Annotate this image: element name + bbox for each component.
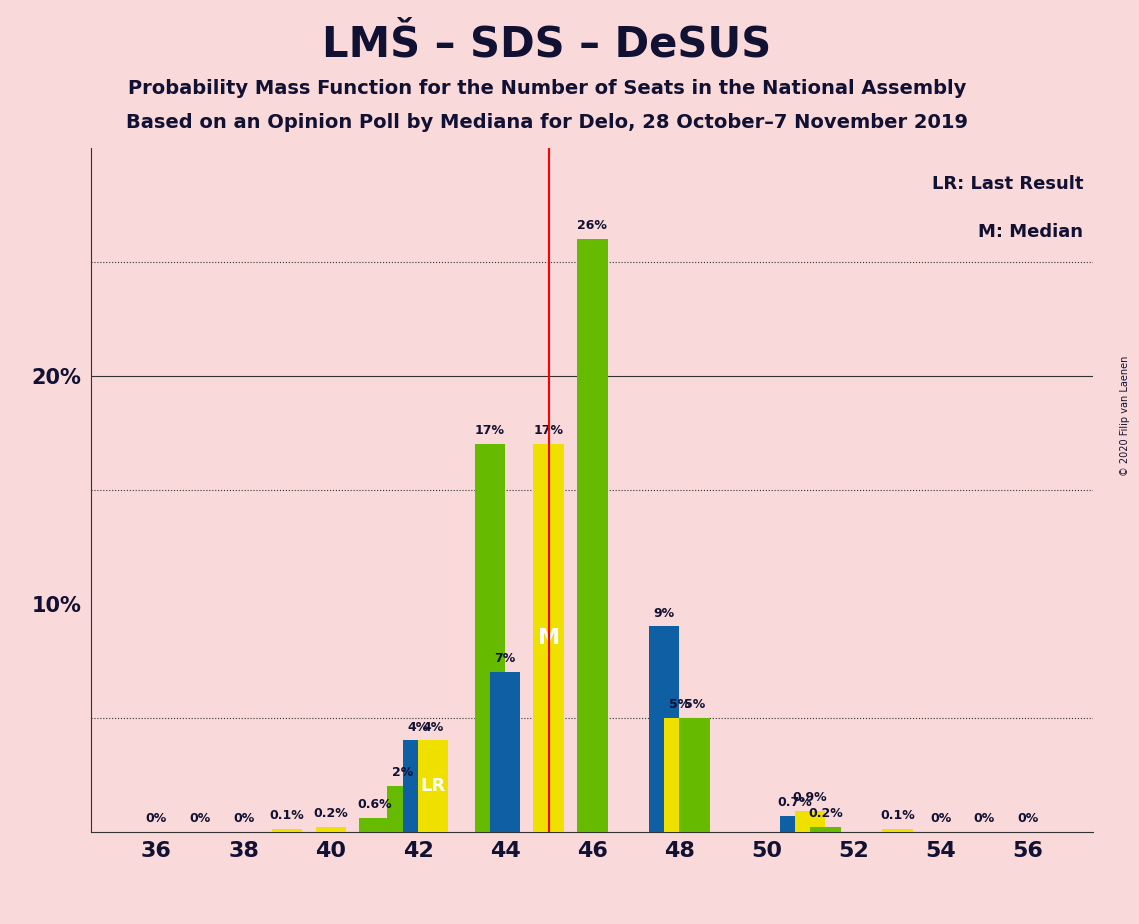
Text: M: Median: M: Median: [978, 223, 1083, 241]
Text: 0.6%: 0.6%: [357, 798, 392, 811]
Text: 0%: 0%: [1017, 812, 1039, 825]
Text: © 2020 Filip van Laenen: © 2020 Filip van Laenen: [1121, 356, 1130, 476]
Text: LR: Last Result: LR: Last Result: [932, 176, 1083, 193]
Text: 0%: 0%: [189, 812, 211, 825]
Bar: [272, 830, 303, 832]
Text: 4%: 4%: [423, 721, 444, 734]
Text: 0.2%: 0.2%: [808, 808, 843, 821]
Bar: [533, 444, 564, 832]
Text: LR: LR: [420, 777, 445, 795]
Bar: [810, 827, 841, 832]
Bar: [882, 830, 912, 832]
Text: 0%: 0%: [931, 812, 951, 825]
Text: 0.2%: 0.2%: [313, 808, 349, 821]
Text: 0%: 0%: [974, 812, 995, 825]
Bar: [795, 811, 826, 832]
Bar: [403, 740, 433, 832]
Text: 4%: 4%: [408, 721, 428, 734]
Bar: [359, 818, 390, 832]
Text: M: M: [538, 628, 559, 648]
Bar: [649, 626, 680, 832]
Text: Probability Mass Function for the Number of Seats in the National Assembly: Probability Mass Function for the Number…: [128, 79, 966, 98]
Bar: [577, 239, 607, 832]
Bar: [664, 718, 695, 832]
Text: 9%: 9%: [654, 607, 674, 620]
Text: 5%: 5%: [669, 698, 690, 711]
Text: 2%: 2%: [392, 766, 413, 779]
Bar: [387, 786, 418, 832]
Bar: [680, 718, 710, 832]
Text: 17%: 17%: [534, 424, 564, 437]
Text: 7%: 7%: [494, 652, 516, 665]
Text: 0.9%: 0.9%: [793, 791, 828, 804]
Text: 17%: 17%: [475, 424, 505, 437]
Bar: [475, 444, 505, 832]
Bar: [316, 827, 346, 832]
Text: 0%: 0%: [146, 812, 167, 825]
Bar: [780, 816, 810, 832]
Text: 0.1%: 0.1%: [270, 809, 304, 822]
Text: 26%: 26%: [577, 219, 607, 232]
Bar: [490, 672, 521, 832]
Bar: [418, 740, 449, 832]
Text: 0.7%: 0.7%: [778, 796, 812, 808]
Text: Based on an Opinion Poll by Mediana for Delo, 28 October–7 November 2019: Based on an Opinion Poll by Mediana for …: [125, 113, 968, 132]
Text: 5%: 5%: [685, 698, 705, 711]
Text: 0.1%: 0.1%: [880, 809, 915, 822]
Text: 0%: 0%: [233, 812, 254, 825]
Text: LMŠ – SDS – DeSUS: LMŠ – SDS – DeSUS: [322, 23, 771, 65]
